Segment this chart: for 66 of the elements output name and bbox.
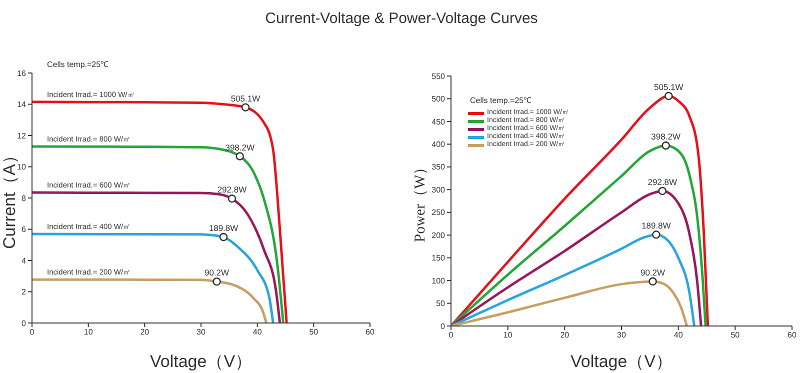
x-tick-label: 60 bbox=[788, 330, 797, 340]
y-tick-label: 450 bbox=[432, 117, 446, 126]
point bbox=[648, 277, 657, 286]
y-tick-label: 4 bbox=[22, 256, 27, 266]
y-tick-label: 10 bbox=[17, 162, 27, 172]
point bbox=[212, 277, 221, 286]
x-tick-label: 20 bbox=[560, 330, 570, 340]
y-axis-title: Power（W） bbox=[412, 160, 428, 242]
point bbox=[664, 92, 673, 100]
y-tick-label: 150 bbox=[432, 254, 446, 263]
annotation: Cells temp.=25℃ bbox=[470, 95, 532, 105]
y-tick-label: 400 bbox=[432, 140, 446, 150]
annotation: 398.2W bbox=[651, 132, 680, 142]
annotation: 505.1W bbox=[654, 82, 684, 92]
annotation: 189.8W bbox=[208, 223, 238, 234]
annotation: 398.2W bbox=[225, 142, 255, 152]
annotation: 189.8W bbox=[642, 220, 671, 231]
y-tick-label: 300 bbox=[432, 185, 446, 194]
x-tick-label: 50 bbox=[730, 330, 740, 340]
x-tick-label: 30 bbox=[617, 330, 626, 340]
y-tick-label: 0 bbox=[440, 322, 446, 331]
line-series bbox=[32, 100, 288, 323]
x-axis-title: Voltage（V） bbox=[570, 352, 673, 371]
point bbox=[652, 230, 660, 239]
y-tick-label: 200 bbox=[432, 230, 446, 240]
x-axis-title: Voltage（V） bbox=[150, 352, 252, 371]
y-tick-label: 250 bbox=[432, 208, 446, 218]
y-tick-label: 6 bbox=[22, 225, 27, 234]
x-tick-label: 10 bbox=[503, 330, 513, 340]
point bbox=[228, 194, 236, 203]
annotation: 292.8W bbox=[648, 177, 678, 187]
line-series bbox=[32, 145, 284, 323]
x-tick-label: 10 bbox=[84, 328, 94, 337]
point bbox=[219, 232, 228, 242]
y-tick-label: 14 bbox=[17, 100, 27, 110]
y-tick-label: 16 bbox=[17, 68, 27, 78]
x-tick-label: 50 bbox=[309, 328, 319, 337]
point bbox=[658, 186, 667, 196]
y-tick-label: 50 bbox=[436, 299, 446, 308]
x-tick-label: 40 bbox=[252, 328, 262, 337]
annotation: 90.2W bbox=[204, 268, 230, 278]
y-tick-label: 8 bbox=[22, 194, 27, 203]
y-tick-label: 0 bbox=[22, 318, 27, 328]
x-tick-label: 40 bbox=[674, 330, 684, 340]
line-series bbox=[32, 278, 268, 323]
line-series bbox=[32, 232, 274, 323]
y-tick-label: 350 bbox=[432, 162, 446, 172]
x-tick-label: 20 bbox=[140, 328, 150, 337]
annotation: 505.1W bbox=[230, 93, 260, 104]
y-tick-label: 12 bbox=[17, 131, 27, 140]
point bbox=[662, 141, 670, 150]
point bbox=[241, 103, 250, 112]
annotation: 90.2W bbox=[640, 267, 666, 278]
y-tick-label: 550 bbox=[432, 72, 446, 81]
text: Cells temp.=25℃ bbox=[47, 59, 109, 69]
x-tick-label: 0 bbox=[448, 330, 454, 340]
x-tick-label: 30 bbox=[196, 328, 206, 337]
y-tick-label: 2 bbox=[22, 288, 27, 297]
point bbox=[236, 152, 244, 160]
text: Current-Voltage & Power-Voltage Curves bbox=[264, 10, 539, 27]
line-series bbox=[32, 191, 282, 323]
y-tick-label: 500 bbox=[432, 94, 446, 104]
y-tick-label: 100 bbox=[432, 276, 446, 286]
annotation: 292.8W bbox=[217, 184, 247, 195]
x-tick-label: 60 bbox=[366, 328, 375, 337]
x-tick-label: 0 bbox=[30, 328, 35, 337]
